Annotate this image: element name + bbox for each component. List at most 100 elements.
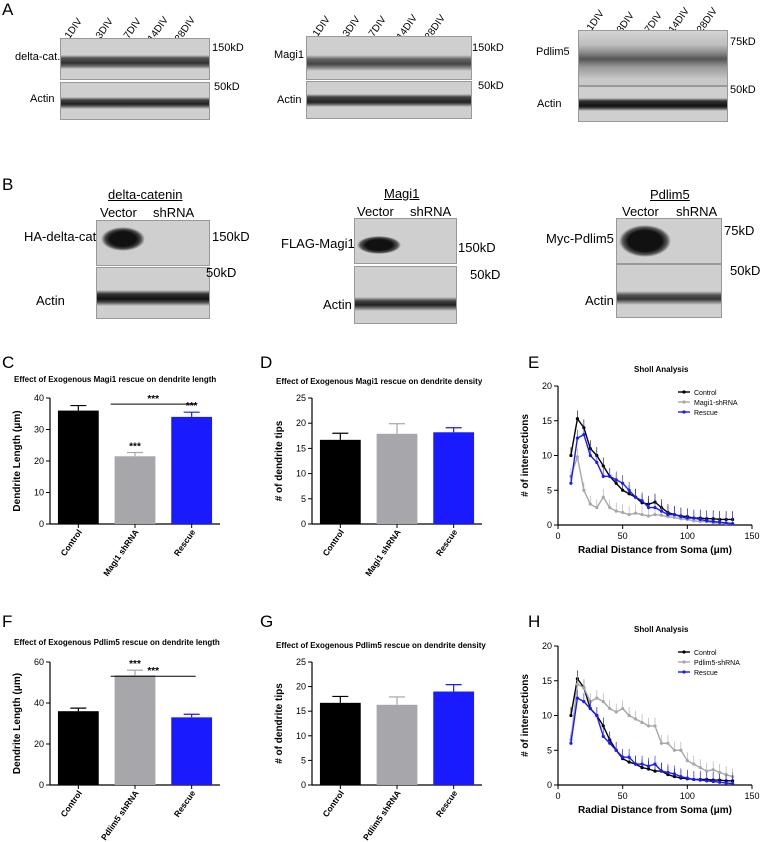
western-blot: [306, 36, 472, 80]
mw-marker: 150kD: [212, 229, 250, 244]
y-tick-label: 0: [39, 519, 44, 529]
series-line: [570, 683, 733, 778]
panel-letter-d: D: [260, 353, 273, 372]
data-point: [646, 514, 651, 518]
x-tick-label: Control: [58, 527, 84, 557]
loading-control-label: Actin: [36, 293, 65, 308]
x-tick-label: 50: [618, 791, 628, 801]
data-point: [640, 499, 644, 503]
chart-title: Effect of Exogenous Pdlim5 rescue on den…: [276, 641, 486, 650]
loading-control-label: Actin: [277, 94, 302, 106]
data-point: [601, 474, 605, 478]
y-tick-label: 15: [542, 676, 552, 686]
data-point: [608, 706, 612, 711]
y-tick-label: 20: [542, 381, 552, 391]
x-tick-label: 150: [744, 531, 759, 541]
y-tick-label: 30: [34, 425, 44, 435]
data-point: [608, 506, 612, 510]
data-point: [634, 495, 638, 499]
y-tick-label: 0: [301, 780, 306, 790]
western-blot: [616, 218, 722, 264]
data-point: [659, 741, 664, 745]
data-point: [621, 481, 625, 485]
loading-control-label: Actin: [30, 93, 55, 105]
data-point: [575, 696, 580, 700]
data-point: [608, 741, 612, 745]
blot-protein-label: Myc-Pdlim5: [546, 231, 614, 246]
data-point: [595, 506, 599, 510]
data-point: [595, 713, 599, 718]
data-point: [692, 762, 696, 766]
panel-letter-a: A: [2, 0, 14, 19]
data-point: [653, 724, 657, 728]
data-point: [711, 519, 715, 524]
y-tick-label: 20: [542, 641, 552, 651]
x-tick-label: Control: [320, 527, 346, 557]
blot-protein-label: HA-delta-cat.: [24, 229, 100, 244]
data-point: [595, 696, 599, 700]
data-point: [614, 478, 618, 482]
x-tick-label: Magi1 shRNA: [101, 527, 141, 578]
chart-h: Sholl Analysis 0 5 10 15 20 # of intersections…: [520, 625, 760, 816]
bar: [171, 416, 213, 524]
x-tick-label: Magi1 shRNA: [363, 527, 403, 578]
data-point: [718, 520, 722, 524]
data-point: [588, 453, 592, 458]
data-point: [640, 720, 644, 725]
y-tick-label: 10: [34, 488, 44, 498]
data-point: [672, 772, 677, 776]
lane-label: Vector: [622, 204, 659, 219]
data-point: [718, 770, 722, 775]
x-tick-label: 100: [680, 791, 695, 801]
mw-marker: 50kD: [478, 80, 504, 92]
data-point: [698, 766, 702, 770]
lane-label: Vector: [357, 204, 394, 219]
data-point: [582, 686, 586, 690]
lane-label: shRNA: [676, 204, 718, 219]
data-point: [679, 515, 683, 519]
y-tick-label: 0: [39, 780, 44, 790]
blot-protein-label: Pdlim5: [536, 46, 570, 58]
data-point: [679, 775, 683, 779]
mw-marker: 75kD: [724, 223, 755, 238]
loading-control-label: Actin: [323, 297, 352, 312]
data-point: [640, 512, 644, 517]
bar: [433, 691, 475, 785]
data-point: [705, 769, 709, 773]
data-point: [653, 769, 657, 773]
y-tick-label: 0: [547, 520, 552, 530]
bar: [57, 410, 99, 524]
y-axis-label: Dendrite Length (μm): [12, 673, 23, 774]
x-tick-label: 50: [618, 531, 628, 541]
legend-label: Rescue: [694, 410, 718, 417]
mw-marker: 75kD: [730, 36, 756, 48]
blot-title: Pdlim5: [650, 187, 690, 202]
y-tick-label: 10: [542, 711, 552, 721]
legend-label: Rescue: [694, 670, 718, 677]
y-axis-label: # of dendrite tips: [274, 420, 285, 501]
data-point: [569, 453, 573, 458]
data-point: [672, 512, 677, 517]
data-point: [692, 519, 696, 523]
bar: [114, 675, 156, 785]
data-point: [685, 516, 689, 520]
panel-letter-c: C: [2, 353, 15, 372]
significance-label: ***: [129, 441, 141, 452]
panel-letter-h: H: [528, 612, 541, 631]
mw-marker: 50kD: [730, 263, 761, 278]
chart-title: Effect of Exogenous Magi1 rescue on dend…: [276, 377, 483, 386]
panel-letter-g: G: [260, 612, 274, 631]
data-point: [621, 755, 625, 759]
x-tick-label: Rescue: [172, 527, 198, 558]
bar: [319, 702, 361, 785]
y-tick-label: 40: [34, 698, 44, 708]
series-line: [570, 433, 733, 525]
western-blot: [354, 266, 457, 324]
data-point: [614, 748, 618, 752]
chart-title: Effect of Exogenous Pdlim5 rescue on den…: [14, 638, 220, 647]
data-point: [672, 515, 677, 519]
panel-letter-b: B: [2, 175, 14, 194]
panel-letter-e: E: [528, 353, 540, 372]
chart-d: Effect of Exogenous Magi1 rescue on dend…: [274, 377, 483, 578]
x-tick-label: Control: [58, 788, 84, 818]
